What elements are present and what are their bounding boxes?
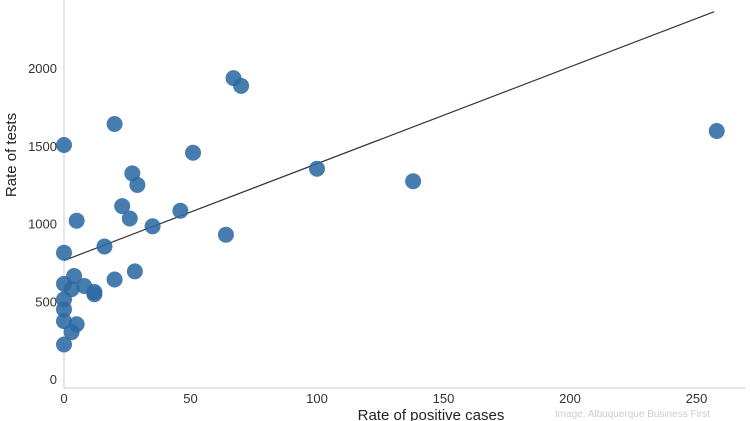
- data-point: [309, 160, 325, 177]
- trendline-layer: [63, 11, 715, 262]
- image-credit: Image: Albuquerque Business First: [555, 409, 710, 420]
- y-tick-label: 1500: [28, 139, 57, 154]
- data-point: [172, 202, 189, 219]
- data-point: [56, 301, 72, 318]
- points-layer: [56, 70, 725, 353]
- x-axis-title: Rate of positive cases: [358, 407, 505, 421]
- data-point: [405, 173, 422, 190]
- data-point: [66, 268, 83, 285]
- data-point: [708, 122, 725, 139]
- axes: [63, 0, 746, 389]
- data-point: [86, 286, 103, 303]
- data-point: [68, 212, 85, 229]
- data-point: [56, 336, 72, 353]
- data-point: [121, 210, 138, 227]
- data-point: [217, 226, 234, 243]
- data-point: [106, 271, 123, 288]
- data-point: [129, 176, 146, 193]
- data-point: [144, 218, 161, 235]
- x-tick-label: 100: [306, 391, 328, 406]
- data-point: [126, 263, 143, 280]
- data-point: [56, 244, 72, 261]
- x-tick-label: 200: [559, 391, 581, 406]
- data-point: [114, 198, 131, 215]
- data-point: [233, 77, 250, 94]
- data-point: [56, 136, 72, 153]
- data-point: [63, 281, 80, 298]
- trendline: [63, 11, 715, 262]
- x-tick-label: 250: [686, 391, 708, 406]
- x-tick-label: 0: [60, 391, 67, 406]
- y-axis-title: Rate of tests: [3, 113, 20, 197]
- data-point: [68, 316, 85, 333]
- tick-labels: 0 50 100 150 200 250 0 500 1000 1500 2000: [28, 61, 707, 406]
- y-tick-label: 2000: [28, 61, 57, 76]
- data-point: [185, 144, 202, 161]
- x-tick-label: 50: [183, 391, 197, 406]
- y-tick-label: 0: [50, 372, 57, 387]
- y-tick-label: 500: [35, 294, 57, 309]
- x-tick-label: 150: [433, 391, 455, 406]
- data-point: [106, 115, 123, 132]
- y-tick-label: 1000: [28, 217, 57, 232]
- data-point: [96, 238, 113, 255]
